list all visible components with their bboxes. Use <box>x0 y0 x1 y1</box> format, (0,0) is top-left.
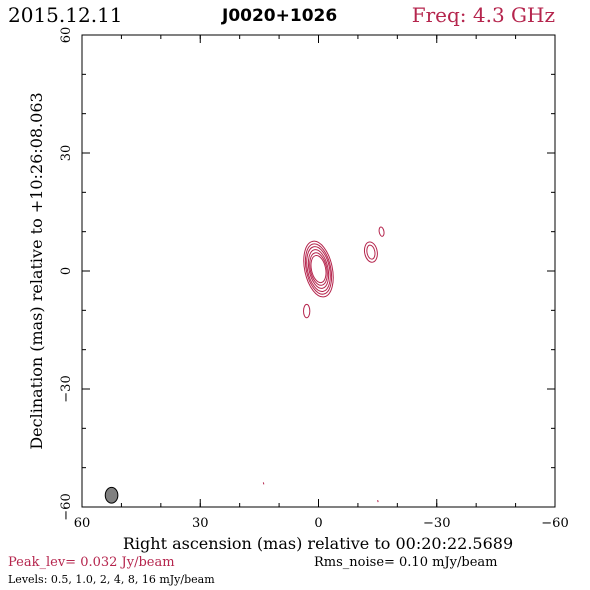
peak-level: Peak_lev= 0.032 Jy/beam <box>8 555 175 570</box>
y-tick-label: 30 <box>59 145 74 162</box>
noise-speck <box>262 482 265 485</box>
source-name: J0020+1026 <box>222 6 338 26</box>
contour-jet-2 <box>378 226 385 237</box>
x-tick-label: 30 <box>192 516 209 531</box>
contour-south-spot <box>303 303 311 319</box>
x-tick-label: −30 <box>423 516 450 531</box>
x-tick-label: −60 <box>541 516 568 531</box>
contour-core <box>304 243 333 295</box>
contour-levels: Levels: 0.5, 1.0, 2, 4, 8, 16 mJy/beam <box>8 573 215 586</box>
contour-core <box>310 254 327 284</box>
x-axis-label: Right ascension (mas) relative to 00:20:… <box>123 534 513 553</box>
x-tick-label: 0 <box>314 516 322 531</box>
beam-ellipse <box>104 486 119 504</box>
plot-frame <box>81 34 556 508</box>
y-tick-label: 60 <box>59 27 74 44</box>
y-tick-label: 0 <box>59 267 74 275</box>
x-tick-label: 60 <box>74 516 91 531</box>
y-tick-label: −30 <box>59 375 74 402</box>
contour-core <box>303 240 334 298</box>
y-axis-label: Declination (mas) relative to +10:26:08.… <box>27 92 46 449</box>
contour-core <box>309 252 328 286</box>
contours <box>104 226 385 504</box>
frequency-label: Freq: 4.3 GHz <box>411 3 555 27</box>
contour-core <box>307 249 330 289</box>
observation-date: 2015.12.11 <box>8 3 123 27</box>
contour-jet-1 <box>366 244 376 260</box>
contour-jet-1 <box>363 241 378 263</box>
contour-core <box>306 246 331 292</box>
axis-ticks: 60 30 0 −30 −60 −60 −30 0 30 60 <box>59 27 569 531</box>
noise-speck <box>377 499 379 503</box>
y-tick-label: −60 <box>59 493 74 520</box>
rms-noise: Rms_noise= 0.10 mJy/beam <box>314 555 498 570</box>
